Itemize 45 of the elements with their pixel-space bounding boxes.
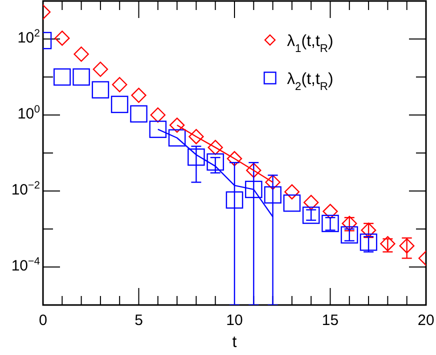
x-tick-label: 0 (38, 312, 48, 329)
x-tick-label: 15 (322, 312, 339, 329)
point (54, 68, 71, 86)
point (112, 77, 128, 92)
point (131, 88, 146, 103)
point (208, 140, 223, 156)
point (264, 186, 282, 204)
point (304, 194, 319, 210)
x-tick-label: 10 (226, 312, 243, 329)
point (54, 30, 70, 46)
legend-label: λ$_{1}$(t,t$_{R}$) (287, 33, 334, 55)
point (149, 120, 167, 138)
legend-label: λ$_{2}$(t,t$_{R}$) (287, 71, 334, 93)
point (399, 238, 414, 254)
point (150, 107, 166, 123)
point (340, 226, 358, 244)
point (188, 129, 204, 144)
point (206, 153, 224, 171)
point (72, 68, 90, 86)
point (226, 151, 242, 166)
point (284, 184, 300, 200)
point (110, 96, 128, 114)
point (322, 204, 338, 220)
y-tick-label: 10$^{0}$ (17, 103, 40, 122)
point (265, 174, 280, 190)
point (360, 234, 378, 251)
y-tick-label: 10$^{−2}$ (11, 179, 40, 198)
x-tick-label: 5 (134, 312, 143, 329)
point (283, 194, 301, 212)
x-tick-label: 20 (418, 312, 434, 329)
point (74, 46, 89, 62)
point (226, 191, 244, 209)
point (245, 180, 262, 198)
point (302, 206, 320, 224)
point (92, 81, 110, 98)
point (322, 214, 339, 232)
point (188, 148, 205, 166)
point (92, 62, 108, 77)
y-tick-label: 10$^{−4}$ (11, 255, 40, 274)
point (246, 162, 262, 178)
point (169, 118, 185, 133)
point (168, 129, 186, 147)
point (130, 105, 148, 123)
x-axis-title: t (232, 334, 238, 351)
y-tick-label: 10$^{2}$ (17, 27, 40, 46)
